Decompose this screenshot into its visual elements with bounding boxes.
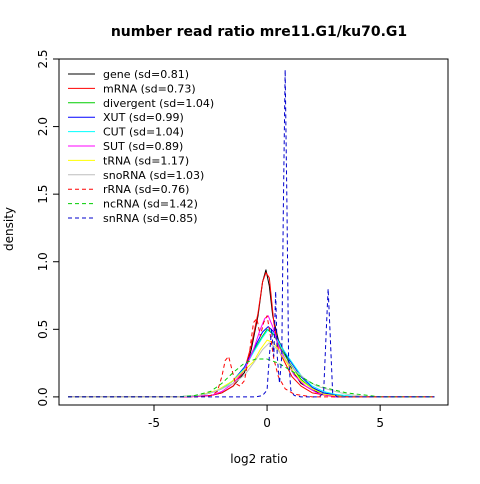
y-axis-label: density — [2, 207, 16, 251]
legend-label: SUT (sd=0.89) — [103, 140, 183, 153]
y-tick-label: 2.0 — [36, 117, 50, 136]
y-tick-label: 0.5 — [36, 320, 50, 339]
series-line — [68, 339, 435, 398]
y-tick-label: 1.0 — [36, 252, 50, 271]
plot-frame — [58, 58, 449, 406]
series-line — [68, 69, 435, 398]
x-tick-label: 5 — [376, 416, 384, 430]
x-axis-label: log2 ratio — [230, 452, 287, 466]
y-tick-label: 1.5 — [36, 185, 50, 204]
legend-label: gene (sd=0.81) — [103, 68, 189, 81]
legend-label: snoRNA (sd=1.03) — [103, 169, 204, 182]
legend-label: snRNA (sd=0.85) — [103, 212, 198, 225]
y-tick-label: 2.5 — [36, 49, 50, 68]
legend-label: CUT (sd=1.04) — [103, 126, 184, 139]
y-tick-label: 0.0 — [36, 387, 50, 406]
legend-label: divergent (sd=1.04) — [103, 97, 214, 110]
legend-label: rRNA (sd=0.76) — [103, 183, 189, 196]
x-tick-label: 0 — [263, 416, 271, 430]
series-line — [68, 272, 435, 398]
plot-layer: -5 0 5 0.0 0.5 1.0 1.5 2.0 2.5 gene (sd=0.81)mRNA… — [36, 49, 449, 430]
legend-label: XUT (sd=0.99) — [103, 111, 184, 124]
chart-title: number read ratio mre11.G1/ku70.G1 — [111, 24, 407, 40]
x-tick-label: -5 — [148, 416, 160, 430]
legend-label: ncRNA (sd=1.42) — [103, 198, 198, 211]
legend-label: mRNA (sd=0.73) — [103, 82, 196, 95]
legend-label: tRNA (sd=1.17) — [103, 154, 189, 167]
series-line — [68, 342, 435, 398]
